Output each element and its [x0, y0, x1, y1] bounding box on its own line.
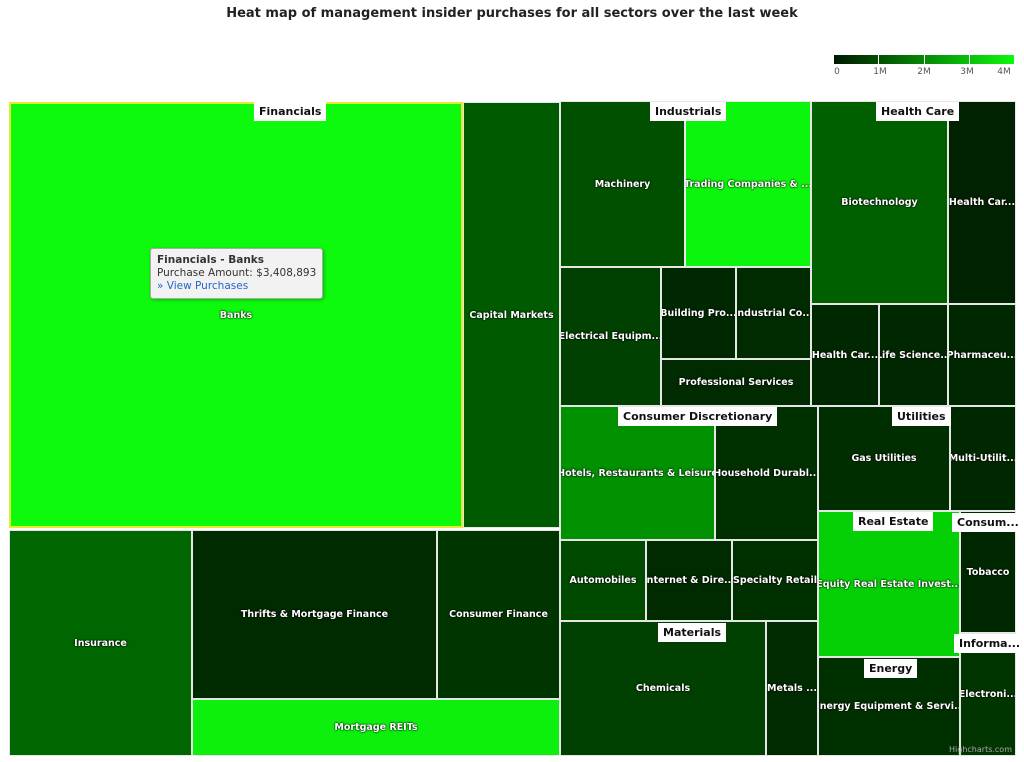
treemap-cell[interactable]: Mortgage REITs [192, 699, 560, 756]
sector-label[interactable]: Utilities [892, 407, 951, 426]
legend-tick: 0 [834, 67, 840, 77]
treemap-cell[interactable]: Automobiles [560, 540, 646, 621]
cell-label: Industrial Co... [736, 307, 811, 319]
highcharts-credit[interactable]: Highcharts.com [949, 745, 1012, 754]
cell-label: Multi-Utilit... [950, 453, 1016, 464]
treemap-cell[interactable]: Banks [9, 102, 463, 528]
legend-tick: 4M [997, 67, 1011, 77]
treemap-cell[interactable]: Life Science... [879, 304, 948, 406]
legend-tick: 3M [960, 67, 974, 77]
color-legend: 0 1M 2M 3M 4M [834, 55, 1014, 78]
sector-label[interactable]: Informa... [954, 634, 1024, 653]
treemap-cell[interactable]: Pharmaceu... [948, 304, 1016, 406]
cell-label: Thrifts & Mortgage Finance [240, 609, 389, 620]
treemap-cell[interactable]: Capital Markets [463, 102, 560, 528]
treemap-cell[interactable]: Thrifts & Mortgage Finance [192, 530, 437, 699]
treemap-cell[interactable]: Health Car... [811, 304, 879, 406]
sector-label[interactable]: Financials [254, 102, 327, 121]
cell-label: Energy Equipment & Servi... [818, 701, 960, 712]
cell-label: Health Car... [948, 197, 1016, 208]
sector-label[interactable]: Energy [864, 659, 918, 678]
treemap-cell[interactable]: Machinery [560, 101, 685, 267]
cell-label: Mortgage REITs [334, 722, 418, 733]
cell-label: Building Pro... [661, 307, 736, 319]
cell-label: Metals ... [767, 683, 817, 694]
cell-label: Gas Utilities [851, 453, 917, 464]
cell-label: Tobacco [966, 566, 1010, 578]
treemap-cell[interactable]: Biotechnology [811, 101, 948, 304]
treemap-cell[interactable]: Electroni... [960, 633, 1016, 756]
tooltip-value: Purchase Amount: $3,408,893 [157, 267, 317, 279]
cell-label: Health Car... [811, 349, 879, 361]
cell-label: Trading Companies & ... [685, 178, 811, 190]
sector-label[interactable]: Health Care [876, 102, 960, 121]
cell-label: Equity Real Estate Invest... [818, 578, 960, 590]
treemap-cell[interactable]: Industrial Co... [736, 267, 811, 359]
treemap-cell[interactable]: Consumer Finance [437, 530, 560, 699]
sector-label[interactable]: Consumer Discretionary [618, 407, 778, 426]
treemap-cell[interactable]: Internet & Dire... [646, 540, 732, 621]
tooltip-title: Financials - Banks [157, 254, 265, 266]
treemap-cell[interactable]: Chemicals [560, 621, 766, 756]
cell-label: Pharmaceu... [948, 349, 1016, 361]
cell-label: Capital Markets [469, 309, 554, 321]
cell-label: Automobiles [569, 575, 637, 586]
legend-tick: 2M [917, 67, 931, 77]
treemap-cell[interactable]: Hotels, Restaurants & Leisure [560, 406, 715, 540]
legend-tick: 1M [873, 67, 887, 77]
legend-gradient [834, 55, 1014, 64]
cell-label: Professional Services [678, 377, 794, 388]
cell-label: Chemicals [635, 683, 691, 694]
cell-label: Household Durabl... [715, 467, 818, 479]
cell-label: Banks [219, 309, 253, 321]
cell-label: Life Science... [879, 349, 948, 361]
cell-label: Electrical Equipm... [560, 331, 661, 342]
treemap-cell[interactable]: Metals ... [766, 621, 818, 756]
treemap-cell[interactable]: Insurance [9, 530, 192, 756]
cell-label: Internet & Dire... [646, 575, 732, 586]
sector-label[interactable]: Industrials [650, 102, 727, 121]
sector-label[interactable]: Consum... [952, 513, 1024, 532]
cell-label: Insurance [74, 637, 127, 649]
treemap-cell[interactable]: Professional Services [661, 359, 811, 406]
treemap-cell[interactable]: Health Car... [948, 101, 1016, 304]
treemap-cell[interactable]: Building Pro... [661, 267, 736, 359]
treemap-cell[interactable]: Electrical Equipm... [560, 267, 661, 406]
tooltip: Financials - Banks Purchase Amount: $3,4… [150, 248, 324, 299]
treemap-cell[interactable]: Trading Companies & ... [685, 101, 811, 267]
treemap-cell[interactable]: Equity Real Estate Invest... [818, 511, 960, 657]
treemap-cell[interactable]: Multi-Utilit... [950, 406, 1016, 511]
treemap-cell[interactable]: Specialty Retail [732, 540, 818, 621]
treemap-cell[interactable]: Household Durabl... [715, 406, 818, 540]
cell-label: Machinery [594, 178, 651, 190]
view-purchases-link[interactable]: » View Purchases [157, 280, 249, 292]
sector-label[interactable]: Materials [658, 623, 727, 642]
cell-label: Hotels, Restaurants & Leisure [560, 467, 715, 479]
sector-label[interactable]: Real Estate [853, 512, 934, 531]
cell-label: Specialty Retail [733, 575, 817, 586]
chart-title: Heat map of management insider purchases… [226, 6, 798, 21]
cell-label: Electroni... [960, 689, 1016, 700]
cell-label: Biotechnology [841, 197, 918, 208]
cell-label: Consumer Finance [449, 609, 548, 620]
